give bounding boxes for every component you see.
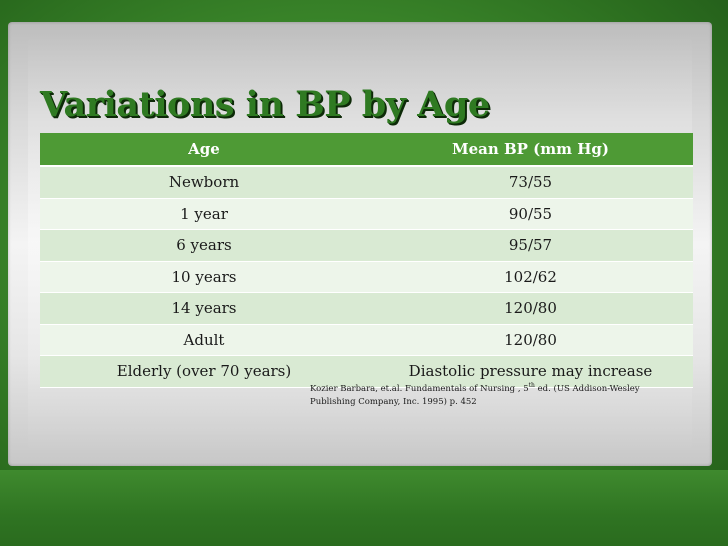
table-row: 10 years 102/62 <box>40 261 693 293</box>
citation-text: Kozier Barbara, et.al. Fundamentals of N… <box>310 383 529 394</box>
age-cell: 14 years <box>40 292 368 325</box>
age-cell: 1 year <box>40 198 368 230</box>
bp-cell: 120/80 <box>368 324 693 356</box>
table-row: Newborn 73/55 <box>40 166 693 199</box>
slide-title: Variations in BP by Age <box>40 84 490 125</box>
header-mean-bp: Mean BP (mm Hg) <box>368 133 693 167</box>
bp-cell: 73/55 <box>368 166 693 199</box>
age-cell: Elderly (over 70 years) <box>40 355 368 388</box>
bp-by-age-table: Age Mean BP (mm Hg) Newborn 73/55 1 year… <box>40 133 693 388</box>
table-row: 14 years 120/80 <box>40 292 693 325</box>
slide-bottom-band <box>0 470 728 546</box>
bp-cell: 102/62 <box>368 261 693 293</box>
bp-cell: 120/80 <box>368 292 693 325</box>
bp-cell: 95/57 <box>368 229 693 262</box>
table-header-row: Age Mean BP (mm Hg) <box>40 133 693 167</box>
age-cell: 6 years <box>40 229 368 262</box>
table-row: 6 years 95/57 <box>40 229 693 262</box>
table-row: 1 year 90/55 <box>40 198 693 230</box>
bp-cell: Diastolic pressure may increase <box>368 355 693 388</box>
table-row: Elderly (over 70 years) Diastolic pressu… <box>40 355 693 388</box>
age-cell: Adult <box>40 324 368 356</box>
age-cell: 10 years <box>40 261 368 293</box>
citation-superscript: th <box>528 382 535 389</box>
age-cell: Newborn <box>40 166 368 199</box>
citation: Kozier Barbara, et.al. Fundamentals of N… <box>310 379 650 409</box>
header-age: Age <box>40 133 368 167</box>
bp-cell: 90/55 <box>368 198 693 230</box>
table-row: Adult 120/80 <box>40 324 693 356</box>
citation-text-end: ed. (US Addison-Wesley Publishing Compan… <box>310 383 640 407</box>
